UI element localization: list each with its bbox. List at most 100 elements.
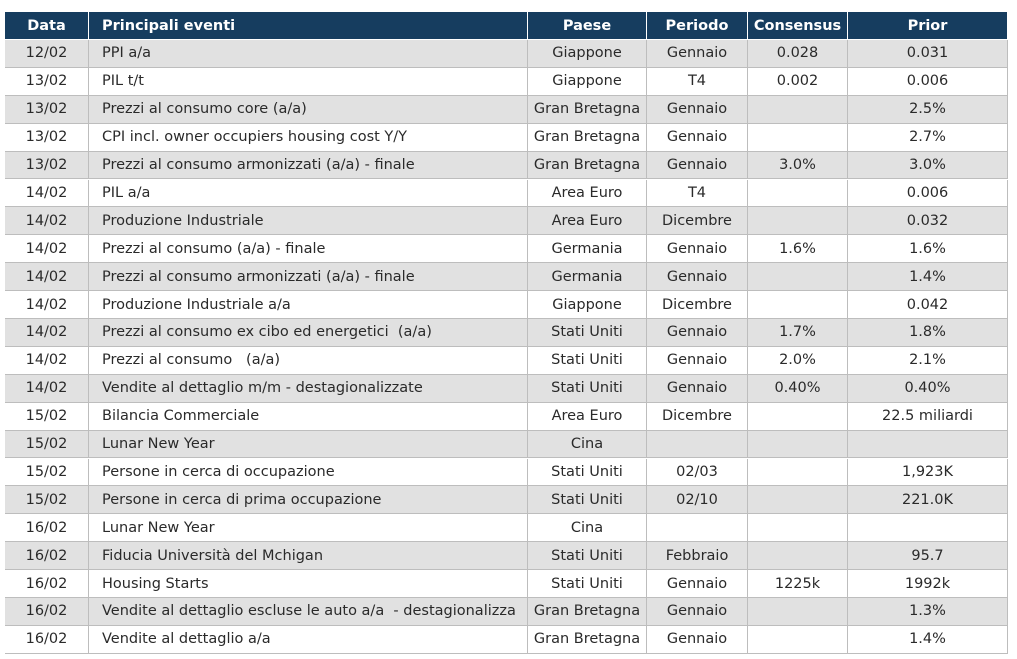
table-cell: T4 (647, 179, 748, 208)
table-cell: Gennaio (647, 598, 748, 626)
table-cell: Gran Bretagna (528, 123, 647, 152)
table-cell: 14/02 (5, 374, 89, 403)
table-cell: 0.002 (748, 67, 848, 96)
table-cell (848, 430, 1008, 459)
table-cell (748, 514, 848, 543)
table-cell: Gennaio (647, 151, 748, 180)
table-cell: Gran Bretagna (528, 598, 647, 626)
table-cell: 16/02 (5, 570, 89, 598)
table-cell: Stati Uniti (528, 458, 647, 487)
table-cell: 16/02 (5, 625, 89, 654)
table-cell: 14/02 (5, 207, 89, 236)
table-cell: 14/02 (5, 235, 89, 264)
table-cell (647, 430, 748, 459)
table-cell: 16/02 (5, 598, 89, 626)
table-cell: Stati Uniti (528, 542, 647, 571)
table-cell: 13/02 (5, 151, 89, 180)
table-cell: Housing Starts (89, 570, 528, 598)
table-cell: 13/02 (5, 67, 89, 96)
header-cell: Principali eventi (89, 12, 528, 39)
table-cell: Bilancia Commerciale (89, 402, 528, 431)
table-cell: Stati Uniti (528, 319, 647, 347)
table-cell: 14/02 (5, 346, 89, 375)
table-cell (748, 95, 848, 124)
table-cell: Produzione Industriale a/a (89, 291, 528, 319)
table-cell (848, 514, 1008, 543)
table-cell: Gennaio (647, 235, 748, 264)
table-cell: Area Euro (528, 402, 647, 431)
table-cell: Vendite al dettaglio m/m - destagionaliz… (89, 374, 528, 403)
table-cell: 0.40% (748, 374, 848, 403)
table-cell: 13/02 (5, 123, 89, 152)
table-cell: 1225k (748, 570, 848, 598)
table-cell: 16/02 (5, 514, 89, 543)
table-cell: CPI incl. owner occupiers housing cost Y… (89, 123, 528, 152)
table-cell: Cina (528, 430, 647, 459)
table-cell: 22.5 miliardi (848, 402, 1008, 431)
table-cell: 14/02 (5, 263, 89, 292)
table-cell: Cina (528, 514, 647, 543)
table-cell: Area Euro (528, 179, 647, 208)
table-cell: 1.7% (748, 319, 848, 347)
table-cell: 15/02 (5, 486, 89, 515)
table-cell: Giappone (528, 40, 647, 68)
table-cell: 0.028 (748, 40, 848, 68)
table-cell: Area Euro (528, 207, 647, 236)
table-cell: Dicembre (647, 402, 748, 431)
table-cell: 0.032 (848, 207, 1008, 236)
table-cell: 1992k (848, 570, 1008, 598)
table-cell: 3.0% (848, 151, 1008, 180)
table-cell (748, 179, 848, 208)
table-cell: Giappone (528, 67, 647, 96)
table-cell: Gennaio (647, 40, 748, 68)
table-cell: 1.3% (848, 598, 1008, 626)
table-cell: 1,923K (848, 458, 1008, 487)
table-cell: PPI a/a (89, 40, 528, 68)
table-cell: Gennaio (647, 570, 748, 598)
header-cell: Periodo (647, 12, 748, 39)
table-cell (748, 402, 848, 431)
table-cell: Prezzi al consumo ex cibo ed energetici … (89, 319, 528, 347)
table-cell: Gennaio (647, 95, 748, 124)
table-cell: Gennaio (647, 625, 748, 654)
table-cell: Prezzi al consumo armonizzati (a/a) - fi… (89, 151, 528, 180)
table-cell (748, 542, 848, 571)
table-cell: Persone in cerca di prima occupazione (89, 486, 528, 515)
table-cell (748, 207, 848, 236)
table-cell: PIL t/t (89, 67, 528, 96)
table-cell: 14/02 (5, 291, 89, 319)
table-cell (748, 486, 848, 515)
table-cell: Giappone (528, 291, 647, 319)
table-cell: Vendite al dettaglio a/a (89, 625, 528, 654)
table-cell: Stati Uniti (528, 486, 647, 515)
table-cell: Persone in cerca di occupazione (89, 458, 528, 487)
table-cell: Gran Bretagna (528, 151, 647, 180)
table-cell: 02/03 (647, 458, 748, 487)
table-cell: Dicembre (647, 291, 748, 319)
table-cell: 2.5% (848, 95, 1008, 124)
table-cell: Lunar New Year (89, 430, 528, 459)
table-cell (748, 291, 848, 319)
table-cell: Prezzi al consumo core (a/a) (89, 95, 528, 124)
table-cell: 1.8% (848, 319, 1008, 347)
table-cell: Prezzi al consumo (a/a) (89, 346, 528, 375)
table-cell: Stati Uniti (528, 346, 647, 375)
table-cell: 2.1% (848, 346, 1008, 375)
table-cell: 12/02 (5, 40, 89, 68)
table-cell: Gennaio (647, 346, 748, 375)
table-cell: 1.4% (848, 625, 1008, 654)
table-cell (748, 458, 848, 487)
table-cell: 02/10 (647, 486, 748, 515)
table-cell: Lunar New Year (89, 514, 528, 543)
table-cell: Dicembre (647, 207, 748, 236)
table-cell: Gennaio (647, 263, 748, 292)
table-cell: Prezzi al consumo armonizzati (a/a) - fi… (89, 263, 528, 292)
table-cell: 0.006 (848, 179, 1008, 208)
table-cell: 1.6% (848, 235, 1008, 264)
table-cell: Germania (528, 235, 647, 264)
table-cell: 13/02 (5, 95, 89, 124)
header-cell: Consensus (748, 12, 848, 39)
table-cell: Febbraio (647, 542, 748, 571)
table-cell: 95.7 (848, 542, 1008, 571)
table-cell: Gran Bretagna (528, 625, 647, 654)
